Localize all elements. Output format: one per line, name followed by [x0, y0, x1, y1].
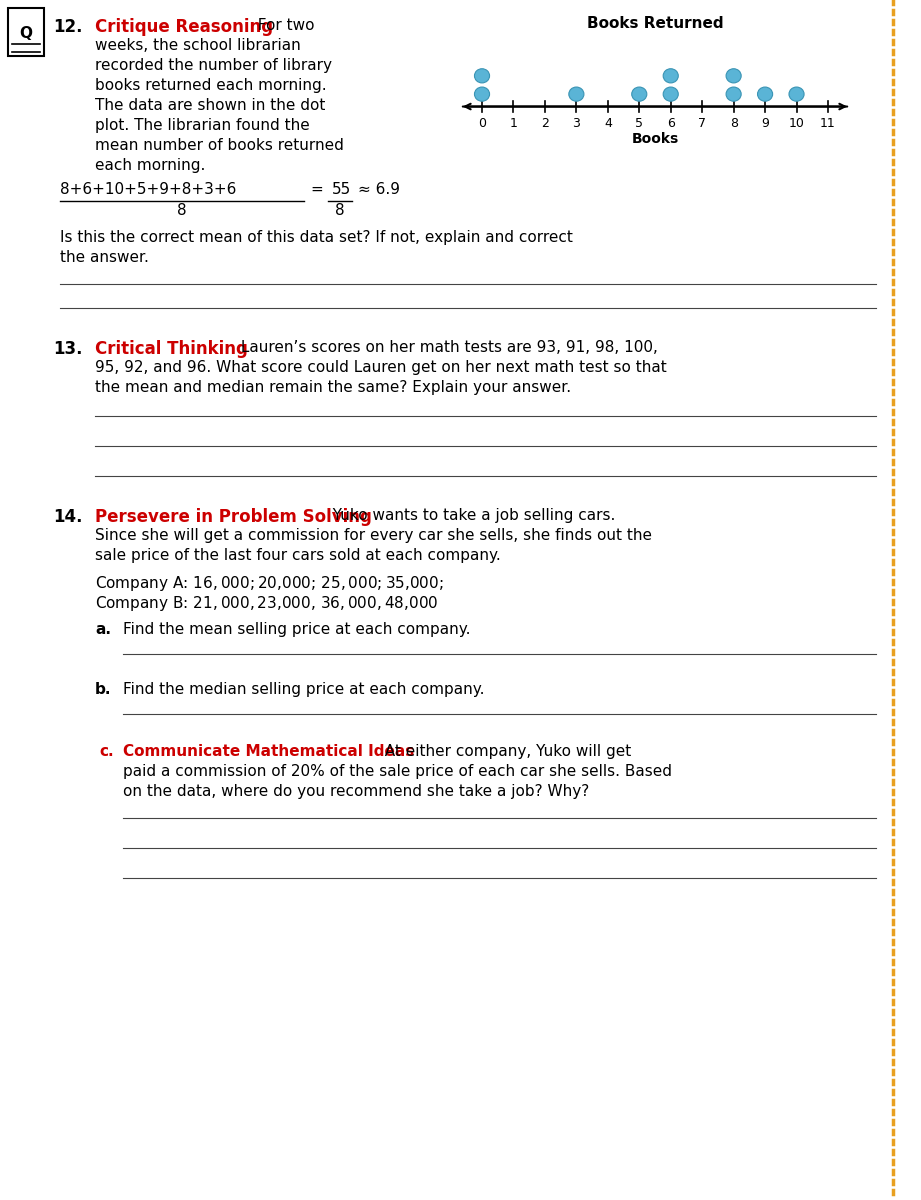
Text: a.: a. — [95, 622, 111, 637]
Text: 8: 8 — [177, 203, 187, 218]
Text: mean number of books returned: mean number of books returned — [95, 138, 344, 152]
Text: Find the mean selling price at each company.: Find the mean selling price at each comp… — [123, 622, 471, 637]
Text: books returned each morning.: books returned each morning. — [95, 78, 327, 92]
Text: Find the median selling price at each company.: Find the median selling price at each co… — [123, 682, 484, 697]
Text: c.: c. — [99, 744, 113, 758]
Text: Books: Books — [632, 132, 679, 145]
Text: Q: Q — [19, 26, 32, 42]
Text: Books Returned: Books Returned — [587, 17, 723, 31]
Text: 10: 10 — [788, 116, 804, 130]
Text: Critique Reasoning: Critique Reasoning — [95, 18, 274, 36]
Text: ≈ 6.9: ≈ 6.9 — [358, 182, 400, 197]
Text: weeks, the school librarian: weeks, the school librarian — [95, 38, 301, 53]
Text: At either company, Yuko will get: At either company, Yuko will get — [375, 744, 631, 758]
Text: Persevere in Problem Solving: Persevere in Problem Solving — [95, 508, 372, 526]
Circle shape — [789, 88, 804, 101]
Text: =: = — [310, 182, 322, 197]
Text: Company B: $21,000, $23,000, $36,000, $48,000: Company B: $21,000, $23,000, $36,000, $4… — [95, 594, 438, 613]
Text: Yuko wants to take a job selling cars.: Yuko wants to take a job selling cars. — [323, 508, 615, 523]
Circle shape — [758, 88, 773, 101]
Circle shape — [569, 88, 584, 101]
Text: 7: 7 — [698, 116, 706, 130]
Text: sale price of the last four cars sold at each company.: sale price of the last four cars sold at… — [95, 548, 501, 563]
Text: 55: 55 — [332, 182, 351, 197]
Text: b.: b. — [95, 682, 111, 697]
Text: each morning.: each morning. — [95, 158, 205, 173]
Text: on the data, where do you recommend she take a job? Why?: on the data, where do you recommend she … — [123, 784, 589, 799]
Circle shape — [663, 68, 678, 83]
Text: Is this the correct mean of this data set? If not, explain and correct: Is this the correct mean of this data se… — [60, 230, 573, 245]
Text: plot. The librarian found the: plot. The librarian found the — [95, 118, 309, 133]
Text: 8: 8 — [335, 203, 344, 218]
Text: 1: 1 — [509, 116, 518, 130]
Text: Communicate Mathematical Ideas: Communicate Mathematical Ideas — [123, 744, 414, 758]
Text: recorded the number of library: recorded the number of library — [95, 58, 332, 73]
Text: the answer.: the answer. — [60, 250, 149, 265]
Text: The data are shown in the dot: The data are shown in the dot — [95, 98, 325, 113]
Circle shape — [474, 88, 490, 101]
Text: 8+6+10+5+9+8+3+6: 8+6+10+5+9+8+3+6 — [60, 182, 237, 197]
Text: the mean and median remain the same? Explain your answer.: the mean and median remain the same? Exp… — [95, 380, 571, 395]
Text: 8: 8 — [729, 116, 738, 130]
Text: 12.: 12. — [53, 18, 83, 36]
Text: Critical Thinking: Critical Thinking — [95, 340, 248, 358]
Text: 4: 4 — [604, 116, 612, 130]
Circle shape — [726, 68, 741, 83]
Text: 13.: 13. — [53, 340, 83, 358]
Text: Company A: $16,000; $20,000; $25,000; $35,000;: Company A: $16,000; $20,000; $25,000; $3… — [95, 574, 444, 593]
Text: paid a commission of 20% of the sale price of each car she sells. Based: paid a commission of 20% of the sale pri… — [123, 764, 672, 779]
Text: 9: 9 — [761, 116, 769, 130]
Circle shape — [632, 88, 647, 101]
Text: 14.: 14. — [53, 508, 83, 526]
FancyBboxPatch shape — [8, 8, 44, 56]
Text: Lauren’s scores on her math tests are 93, 91, 98, 100,: Lauren’s scores on her math tests are 93… — [236, 340, 658, 355]
Text: 2: 2 — [541, 116, 549, 130]
Text: 11: 11 — [820, 116, 836, 130]
Text: 0: 0 — [478, 116, 486, 130]
Text: 95, 92, and 96. What score could Lauren get on her next math test so that: 95, 92, and 96. What score could Lauren … — [95, 360, 667, 374]
Text: Since she will get a commission for every car she sells, she finds out the: Since she will get a commission for ever… — [95, 528, 652, 542]
Circle shape — [726, 88, 741, 101]
Circle shape — [474, 68, 490, 83]
Text: 6: 6 — [667, 116, 675, 130]
Circle shape — [663, 88, 678, 101]
Text: 5: 5 — [635, 116, 643, 130]
Text: 3: 3 — [573, 116, 580, 130]
Text: For two: For two — [248, 18, 314, 32]
